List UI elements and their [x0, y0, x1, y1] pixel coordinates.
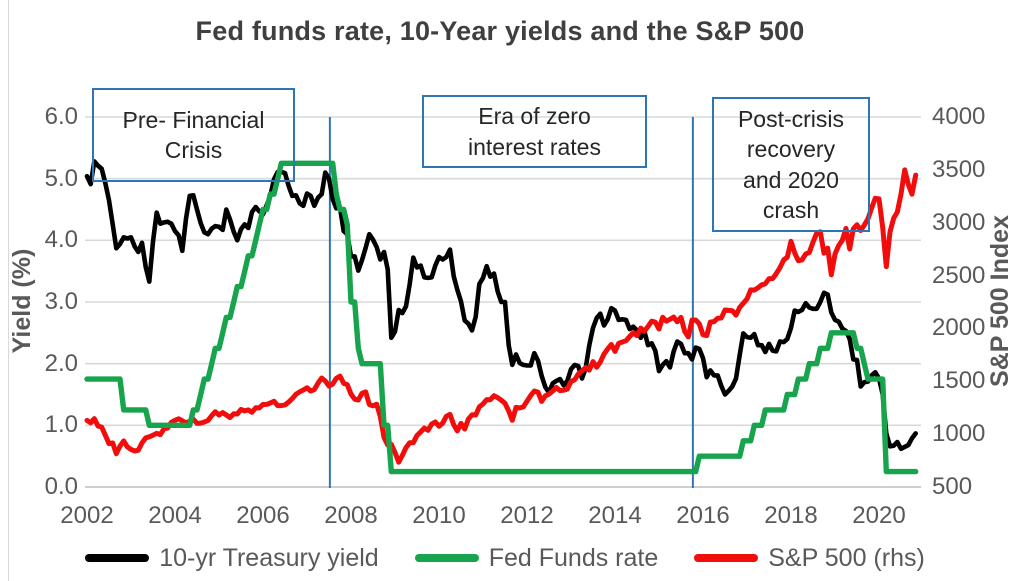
series-line-fed-funds	[84, 160, 919, 475]
x-axis-tick: 2012	[500, 502, 554, 529]
y-axis-right-tick: 3500	[932, 155, 986, 183]
y-axis-left-tick: 6.0	[44, 103, 78, 130]
legend-label-10yr-treasury: 10-yr Treasury yield	[159, 544, 379, 572]
left-edge-divider	[8, 0, 9, 581]
series-line-10yr-treasury	[84, 159, 919, 452]
annotation-pre-financial-crisis: Pre- Financial Crisis	[92, 88, 295, 182]
y-axis-left-tick: 0.0	[44, 473, 78, 500]
x-axis-tick: 2008	[324, 502, 378, 529]
legend-label-sp500: S&P 500 (rhs)	[768, 544, 925, 572]
x-axis-tick: 2010	[412, 502, 466, 529]
chart-title: Fed funds rate, 10-Year yields and the S…	[195, 16, 805, 46]
y-axis-left-tick: 1.0	[44, 411, 78, 439]
y-axis-right-tick: 2500	[932, 261, 986, 289]
y-axis-right-tick: 1000	[932, 420, 986, 448]
y-axis-left-tick: 3.0	[44, 288, 78, 315]
x-axis-tick: 2018	[764, 502, 818, 529]
green-line-swatch-icon	[414, 554, 479, 562]
y-axis-right-tick: 1500	[932, 367, 986, 395]
black-line-swatch-icon	[85, 554, 150, 562]
x-axis-tick: 2020	[852, 502, 906, 529]
x-axis-tick: 2006	[236, 502, 290, 529]
y-axis-right-tick: 4000	[932, 103, 986, 130]
y-axis-right-tick: 2000	[932, 314, 986, 342]
legend-label-fed-funds: Fed Funds rate	[488, 544, 659, 572]
red-line-swatch-icon	[694, 554, 759, 562]
annotation-post-crisis-recovery: Post-crisis recovery and 2020 crash	[712, 97, 870, 232]
x-axis-tick: 2004	[148, 502, 202, 529]
y-axis-right-tick: 500	[932, 473, 973, 500]
legend: 10-yr Treasury yield Fed Funds rate S&P …	[0, 541, 1010, 575]
y-axis-left-tick: 4.0	[44, 226, 78, 254]
y-axis-left-tick: 5.0	[44, 164, 78, 192]
legend-item-sp500: S&P 500 (rhs)	[694, 543, 925, 573]
annotation-era-of-zero-rates: Era of zero interest rates	[422, 95, 647, 168]
y-axis-left-tick: 2.0	[44, 349, 78, 377]
series-line-sp500	[84, 167, 919, 465]
legend-item-fed-funds: Fed Funds rate	[414, 543, 659, 573]
x-axis-tick: 2016	[676, 502, 730, 529]
x-axis-tick: 2014	[588, 502, 642, 529]
x-axis-tick: 2002	[60, 502, 114, 529]
y-axis-right-tick: 3000	[932, 208, 986, 236]
legend-item-10yr-treasury: 10-yr Treasury yield	[85, 543, 379, 573]
